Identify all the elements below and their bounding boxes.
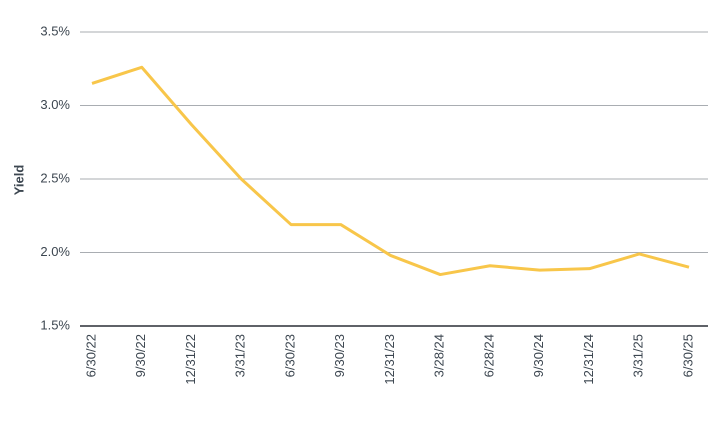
x-tick-label: 9/30/24 <box>531 334 546 377</box>
x-tick-label: 12/31/23 <box>382 334 397 385</box>
line <box>91 65 690 277</box>
y-tick-label: 1.5% <box>40 317 70 332</box>
x-tick-label: 9/30/23 <box>332 334 347 377</box>
x-tick-label: 12/31/24 <box>581 334 596 385</box>
y-tick-label: 3.0% <box>40 97 70 112</box>
x-tick-label: 6/30/22 <box>83 334 98 377</box>
y-tick-label: 2.0% <box>40 244 70 259</box>
x-tick-label: 6/30/25 <box>680 334 695 377</box>
x-tick-label: 6/28/24 <box>481 334 496 377</box>
y-tick-label: 3.5% <box>40 23 70 38</box>
x-tick-label: 3/31/23 <box>233 334 248 377</box>
y-axis-title: Yield <box>11 165 26 196</box>
x-tick-label: 6/30/23 <box>282 334 297 377</box>
x-tick-label: 12/31/22 <box>183 334 198 385</box>
x-tick-label: 3/28/24 <box>432 334 447 377</box>
x-tick-label: 3/31/25 <box>631 334 646 377</box>
y-tick-label: 2.5% <box>40 170 70 185</box>
x-tick-label: 9/30/22 <box>133 334 148 377</box>
